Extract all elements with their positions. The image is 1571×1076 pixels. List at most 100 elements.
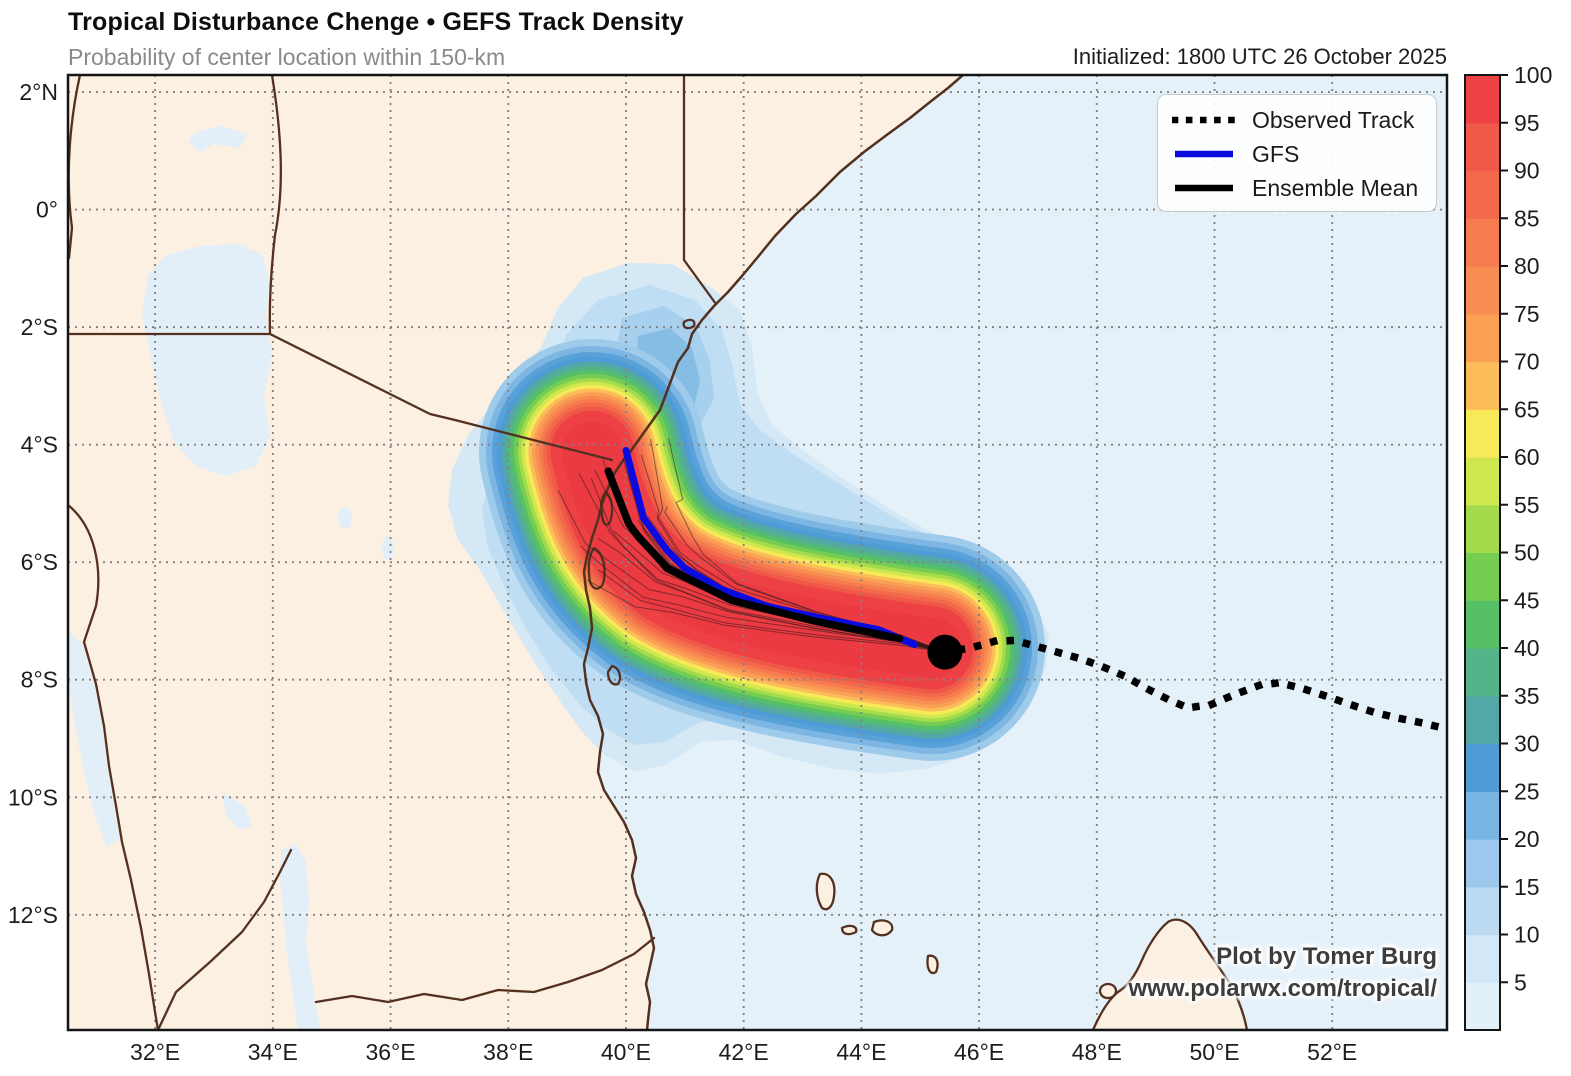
- colorbar-cell: [1465, 934, 1500, 983]
- colorbar-cell: [1465, 170, 1500, 219]
- attribution-url: www.polarwx.com/tropical/: [1128, 975, 1437, 1002]
- x-tick-label: 36°E: [365, 1039, 415, 1065]
- border-kenya-somalia: [682, 75, 718, 306]
- lake-victoria: [142, 244, 272, 476]
- x-tick-label: 50°E: [1189, 1039, 1239, 1065]
- ensemble-mean-line: [604, 467, 904, 643]
- border-rwanda-burundi: [68, 503, 100, 644]
- legend-item: Ensemble Mean: [1172, 171, 1436, 205]
- colorbar-cell: [1465, 839, 1500, 888]
- page-title: Tropical Disturbance Chenge • GEFS Track…: [68, 8, 684, 36]
- gfs-track-line: [622, 447, 918, 648]
- colorbar-cell: [1465, 552, 1500, 601]
- attribution-author: Plot by Tomer Burg: [1216, 943, 1437, 970]
- legend-item: Observed Track: [1172, 103, 1436, 137]
- island-zanzibar: [587, 546, 606, 590]
- colorbar-cell: [1465, 504, 1500, 554]
- colorbar-cell: [1465, 361, 1500, 410]
- island-anjouan: [870, 919, 894, 937]
- lake-tanganyika: [68, 630, 120, 846]
- colorbar-cell: [1465, 791, 1500, 840]
- colorbar-tick-label: 10: [1514, 922, 1540, 948]
- colorbar-tick-label: 95: [1514, 110, 1540, 136]
- lake-eyasi: [338, 507, 352, 529]
- colorbar-tick-label: 90: [1514, 158, 1540, 184]
- y-tick-label: 0°: [36, 197, 58, 223]
- colorbar-tick-label: 100: [1514, 62, 1552, 88]
- legend-item-label: Observed Track: [1252, 106, 1415, 133]
- x-tick-label: 38°E: [483, 1039, 533, 1065]
- colorbar-tick-label: 15: [1514, 874, 1540, 900]
- colorbar-tick-label: 80: [1514, 253, 1540, 279]
- y-tick-label: 2°S: [21, 314, 58, 340]
- ensemble-member-track: [580, 545, 946, 653]
- y-tick-label: 6°S: [21, 549, 58, 575]
- colorbar-tick-label: 85: [1514, 205, 1540, 231]
- island-grande-comore: [815, 872, 836, 911]
- lake-manyara: [382, 536, 394, 560]
- colorbar-cell: [1465, 982, 1500, 1031]
- lake-malawi: [279, 844, 320, 1030]
- observed-track-line: [940, 636, 1447, 733]
- current-position-dot: [927, 634, 963, 670]
- map-frame: [66, 73, 1449, 1032]
- island-nosy-be: [1098, 982, 1118, 1000]
- colorbar-tick-label: 20: [1514, 826, 1540, 852]
- colorbar-cell: [1465, 409, 1500, 458]
- colorbar-tick-label: 30: [1514, 731, 1540, 757]
- colorbar-cell: [1465, 75, 1500, 124]
- colorbar-cell: [1465, 743, 1500, 792]
- init-time-label: Initialized: 1800 UTC 26 October 2025: [1072, 44, 1447, 69]
- colorbar-tick-label: 50: [1514, 540, 1540, 566]
- x-tick-label: 46°E: [954, 1039, 1004, 1065]
- ensemble-member-track: [586, 579, 946, 653]
- y-tick-label: 8°S: [21, 667, 58, 693]
- x-tick-label: 42°E: [719, 1039, 769, 1065]
- coastline: [582, 75, 965, 1030]
- colorbar-cell: [1465, 600, 1500, 649]
- coast-border-lines: [68, 75, 1249, 1030]
- colorbar-tick-label: 60: [1514, 444, 1540, 470]
- x-tick-label: 44°E: [836, 1039, 886, 1065]
- colorbar-tick-label: 75: [1514, 301, 1540, 327]
- colorbar-tick-label: 35: [1514, 683, 1540, 709]
- island-mayotte: [926, 954, 939, 975]
- colorbar-tick-label: 55: [1514, 492, 1540, 518]
- lake-rukwa: [222, 792, 252, 830]
- border-drc-uganda: [68, 75, 82, 260]
- border-kenya-tanzania: [268, 332, 614, 462]
- colorbar-cell: [1465, 266, 1500, 315]
- border-uganda-kenya: [268, 75, 282, 336]
- x-tick-label: 32°E: [130, 1039, 180, 1065]
- colorbar-tick-label: 70: [1514, 349, 1540, 375]
- colorbar-cell: [1465, 122, 1500, 172]
- y-tick-label: 4°S: [21, 432, 58, 458]
- attribution: Plot by Tomer Burg www.polarwx.com/tropi…: [1128, 941, 1437, 1005]
- x-tick-label: 34°E: [248, 1039, 298, 1065]
- legend-item: GFS: [1172, 137, 1436, 171]
- legend-item-label: GFS: [1252, 140, 1300, 167]
- page-subtitle: Probability of center location within 15…: [68, 44, 506, 70]
- border-malawi: [156, 848, 293, 1030]
- ensemble-member-track: [598, 569, 946, 653]
- island-lamu: [682, 318, 696, 330]
- border-tanganyika-shore: [82, 640, 160, 1030]
- colorbar-tick-label: 5: [1514, 969, 1527, 995]
- colorbar-tick-label: 40: [1514, 635, 1540, 661]
- y-tick-label: 12°S: [8, 902, 58, 928]
- colorbar-cell: [1465, 313, 1500, 363]
- axis-labels: 32°E 34°E 36°E 38°E 40°E 42°E 44°E 46°E 48°E 50°E…: [8, 79, 1357, 1065]
- legend-item-label: Ensemble Mean: [1252, 174, 1419, 201]
- colorbar-cell: [1465, 695, 1500, 745]
- island-moheli: [840, 924, 858, 936]
- island-mafia: [606, 664, 622, 686]
- colorbar-tick-label: 25: [1514, 778, 1540, 804]
- x-tick-label: 48°E: [1072, 1039, 1122, 1065]
- legend: Observed Track GFS Ensemble Mean: [1157, 94, 1437, 212]
- colorbar-cell: [1465, 457, 1500, 506]
- tracks-layer: [557, 437, 1447, 733]
- y-tick-label: 10°S: [8, 784, 58, 810]
- border-tanzania-mozambique: [314, 936, 656, 1004]
- track-swatch-icon: [1175, 150, 1233, 158]
